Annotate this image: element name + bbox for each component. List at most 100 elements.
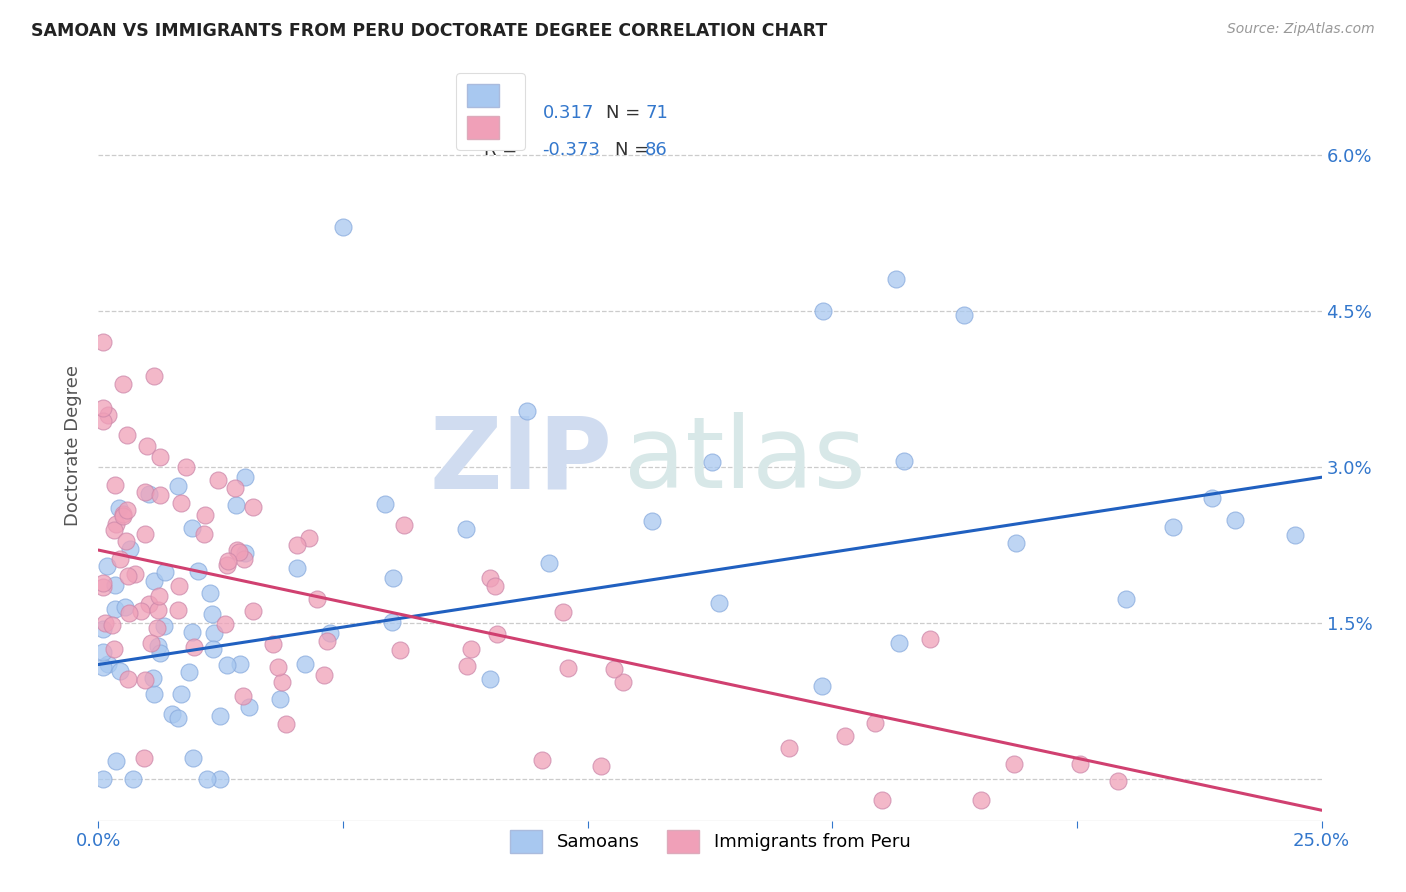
Point bbox=[181, 751, 204, 765]
Point bbox=[271, 675, 294, 690]
Point bbox=[187, 564, 209, 578]
Point bbox=[138, 486, 160, 500]
Point bbox=[870, 793, 893, 807]
Point bbox=[238, 700, 260, 714]
Point bbox=[217, 558, 239, 572]
Point bbox=[183, 640, 205, 655]
Point bbox=[149, 450, 172, 464]
Point bbox=[1005, 535, 1028, 549]
Point bbox=[229, 657, 252, 672]
Point bbox=[139, 636, 162, 650]
Text: R =: R = bbox=[484, 141, 517, 159]
Point bbox=[456, 659, 478, 673]
Point bbox=[97, 408, 120, 422]
Point bbox=[134, 484, 156, 499]
Point bbox=[202, 641, 225, 656]
Point bbox=[217, 554, 239, 568]
Point bbox=[307, 592, 329, 607]
Point bbox=[97, 657, 120, 671]
Point bbox=[516, 404, 538, 418]
Point bbox=[884, 272, 907, 286]
Point bbox=[952, 308, 974, 322]
Point bbox=[262, 637, 284, 651]
Point bbox=[122, 772, 145, 786]
Point bbox=[132, 750, 155, 764]
Point bbox=[166, 603, 188, 617]
Text: ZIP: ZIP bbox=[429, 412, 612, 509]
Point bbox=[1069, 757, 1091, 772]
Point bbox=[970, 793, 993, 807]
Point bbox=[207, 473, 229, 487]
Point bbox=[392, 517, 415, 532]
Point bbox=[96, 559, 118, 574]
Point bbox=[865, 715, 887, 730]
Point bbox=[707, 596, 730, 610]
Point bbox=[114, 600, 136, 615]
Point bbox=[225, 498, 247, 512]
Point bbox=[180, 624, 202, 639]
Point bbox=[108, 665, 131, 679]
Point bbox=[591, 759, 613, 773]
Point bbox=[115, 534, 138, 549]
Point bbox=[136, 439, 159, 453]
Text: SAMOAN VS IMMIGRANTS FROM PERU DOCTORATE DEGREE CORRELATION CHART: SAMOAN VS IMMIGRANTS FROM PERU DOCTORATE… bbox=[31, 22, 827, 40]
Point bbox=[104, 577, 127, 591]
Legend: Samoans, Immigrants from Peru: Samoans, Immigrants from Peru bbox=[502, 822, 918, 860]
Point bbox=[91, 401, 114, 415]
Point bbox=[889, 636, 911, 650]
Point bbox=[167, 479, 190, 493]
Point bbox=[217, 658, 239, 673]
Point bbox=[193, 527, 215, 541]
Point bbox=[162, 707, 184, 722]
Point bbox=[319, 625, 342, 640]
Point bbox=[778, 740, 800, 755]
Point bbox=[208, 708, 231, 723]
Point bbox=[1163, 520, 1185, 534]
Point bbox=[530, 753, 553, 767]
Point bbox=[169, 496, 191, 510]
Point bbox=[209, 772, 232, 786]
Point bbox=[1223, 513, 1246, 527]
Point bbox=[117, 503, 139, 517]
Point bbox=[94, 616, 117, 631]
Point bbox=[641, 514, 664, 528]
Text: 0.317: 0.317 bbox=[543, 103, 593, 121]
Point bbox=[332, 220, 354, 235]
Point bbox=[176, 459, 198, 474]
Point bbox=[202, 626, 225, 640]
Point bbox=[146, 603, 169, 617]
Point bbox=[198, 586, 221, 600]
Point bbox=[702, 455, 724, 469]
Text: -0.373: -0.373 bbox=[543, 141, 600, 159]
Point bbox=[131, 604, 153, 618]
Point bbox=[195, 772, 218, 786]
Point bbox=[1201, 491, 1223, 506]
Point bbox=[285, 561, 308, 575]
Point bbox=[603, 662, 626, 676]
Point bbox=[91, 660, 114, 674]
Point bbox=[142, 672, 165, 686]
Point bbox=[456, 522, 478, 536]
Point bbox=[115, 428, 138, 442]
Text: 86: 86 bbox=[645, 141, 668, 159]
Point bbox=[314, 667, 336, 681]
Point bbox=[153, 566, 176, 580]
Point bbox=[177, 665, 200, 680]
Point bbox=[146, 639, 169, 653]
Point bbox=[226, 542, 249, 557]
Point bbox=[893, 454, 915, 468]
Point bbox=[111, 509, 134, 524]
Point bbox=[233, 546, 256, 560]
Point bbox=[381, 571, 404, 585]
Point bbox=[233, 470, 256, 484]
Point bbox=[91, 622, 114, 636]
Point bbox=[108, 552, 131, 566]
Text: N =: N = bbox=[614, 141, 648, 159]
Text: Source: ZipAtlas.com: Source: ZipAtlas.com bbox=[1227, 22, 1375, 37]
Point bbox=[91, 334, 114, 349]
Y-axis label: Doctorate Degree: Doctorate Degree bbox=[65, 366, 83, 526]
Point bbox=[146, 622, 169, 636]
Point bbox=[315, 634, 337, 648]
Point bbox=[91, 772, 114, 786]
Point bbox=[134, 673, 156, 687]
